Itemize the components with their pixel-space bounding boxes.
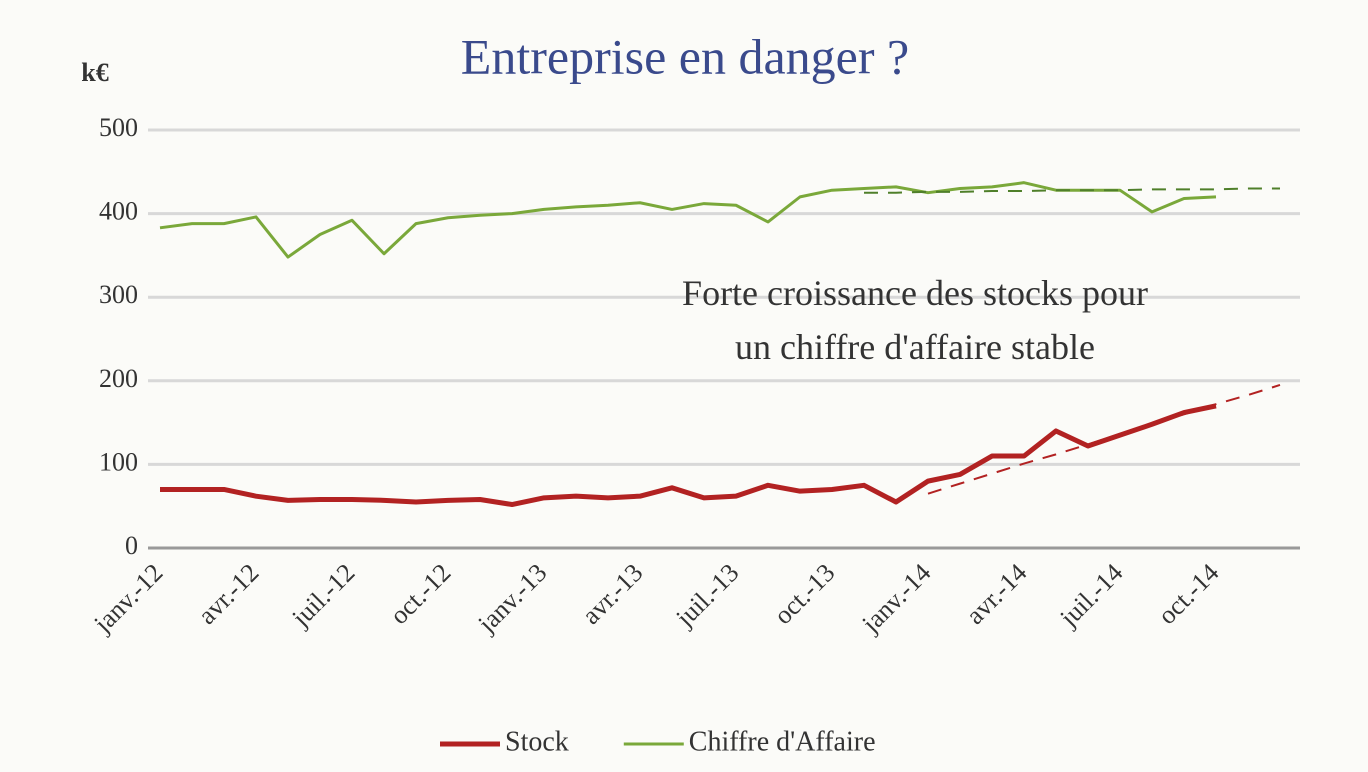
- y-tick-label: 300: [99, 280, 138, 309]
- annotation-line: Forte croissance des stocks pour: [682, 273, 1148, 313]
- series-line: [159, 181, 1217, 259]
- legend-label: Stock: [505, 726, 569, 757]
- y-unit: k€: [81, 58, 108, 87]
- trend-line: [927, 384, 1281, 495]
- y-tick-label: 400: [99, 197, 138, 226]
- y-tick-label: 200: [99, 364, 138, 393]
- trend-line: [864, 187, 1280, 194]
- annotation-line: un chiffre d'affaire stable: [735, 327, 1095, 367]
- chart-title: Entreprise en danger ?: [461, 28, 909, 84]
- legend-label: Chiffre d'Affaire: [689, 726, 876, 757]
- y-tick-label: 500: [99, 113, 138, 142]
- annotation: Forte croissance des stocks pour un chiff…: [682, 273, 1148, 367]
- y-tick-label: 0: [125, 531, 138, 560]
- series-line: [160, 403, 1217, 508]
- y-tick-label: 100: [99, 447, 138, 476]
